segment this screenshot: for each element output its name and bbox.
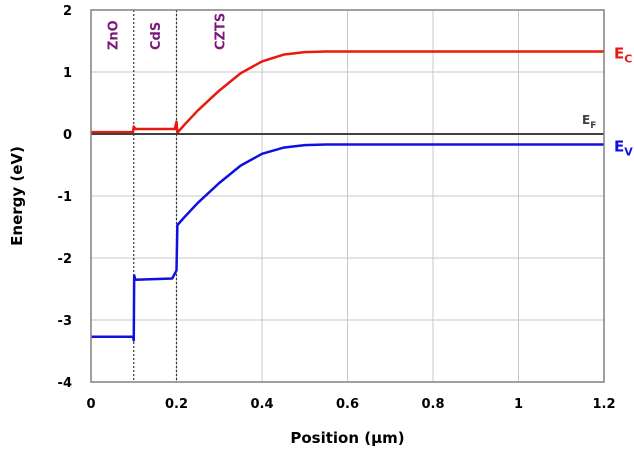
region-labels: ZnO CdS CZTS — [106, 13, 228, 50]
y-tick-label: 1 — [63, 66, 72, 81]
x-axis-title: Position (μm) — [290, 429, 404, 447]
y-tick-labels: 2 1 0 -1 -2 -3 -4 — [58, 4, 72, 391]
region-label-cds: CdS — [149, 22, 164, 50]
region-label-czts: CZTS — [213, 13, 228, 50]
y-tick-label: -4 — [58, 376, 72, 391]
x-tick-label: 1 — [514, 397, 523, 412]
x-tick-label: 0.4 — [250, 397, 273, 412]
series-lines — [91, 50, 604, 342]
y-tick-label: 0 — [63, 128, 72, 143]
y-tick-label: -1 — [58, 190, 72, 205]
x-tick-label: 1.2 — [592, 397, 615, 412]
x-tick-labels: 0 0.2 0.4 0.6 0.8 1 1.2 — [86, 397, 615, 412]
band-label-ec: EC — [614, 45, 632, 66]
band-labels: EC EF EV — [582, 45, 633, 159]
region-label-zno: ZnO — [106, 20, 121, 50]
y-tick-label: -3 — [58, 314, 72, 329]
x-tick-label: 0 — [86, 397, 95, 412]
y-axis-title: Energy (eV) — [8, 146, 26, 246]
y-tick-label: 2 — [63, 4, 72, 19]
series-line-ev — [91, 143, 604, 342]
series-line-ec — [91, 50, 604, 135]
y-tick-label: -2 — [58, 252, 72, 267]
x-tick-label: 0.6 — [336, 397, 359, 412]
band-label-ev: EV — [614, 138, 633, 159]
x-tick-label: 0.8 — [421, 397, 444, 412]
band-label-ef: EF — [582, 113, 596, 131]
plot-frame — [90, 9, 605, 383]
x-tick-label: 0.2 — [165, 397, 188, 412]
